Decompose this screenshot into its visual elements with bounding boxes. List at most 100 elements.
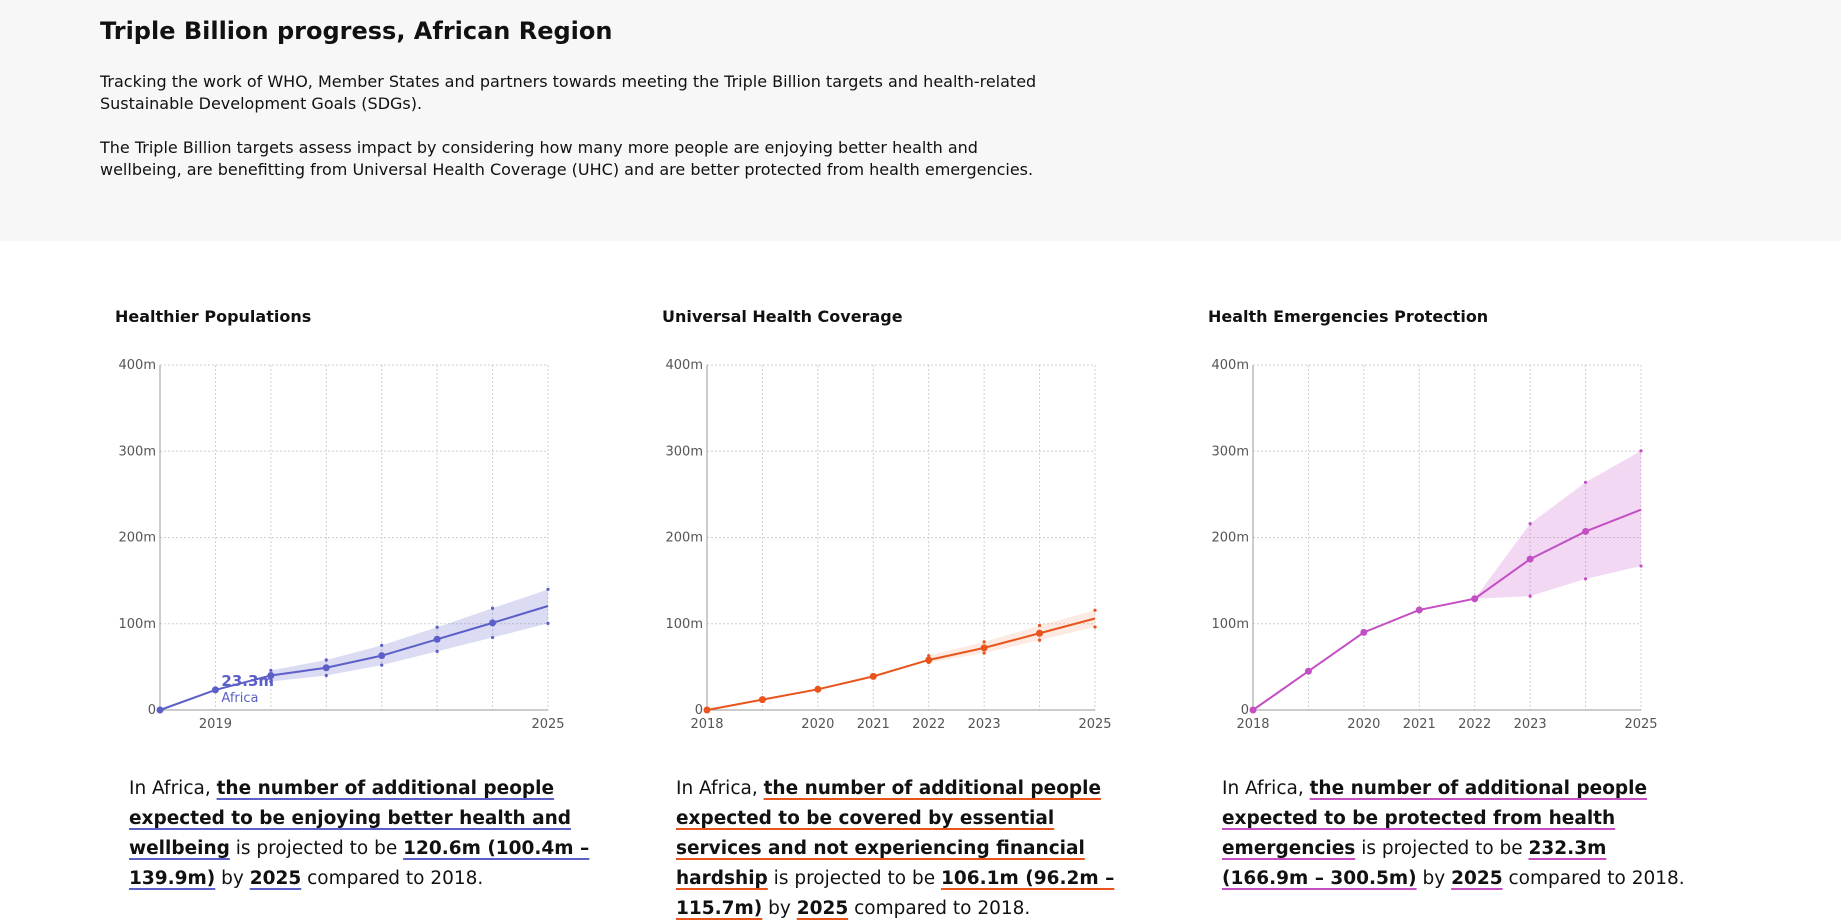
data-point	[758, 696, 766, 704]
data-point	[1415, 606, 1423, 614]
y-tick-label: 200m	[119, 531, 156, 546]
y-tick-label: 300m	[119, 444, 156, 459]
x-tick-label: 2018	[1236, 717, 1269, 732]
x-tick-label: 2021	[1403, 717, 1436, 732]
y-tick-label: 300m	[666, 444, 703, 459]
data-point	[1360, 628, 1368, 636]
upper-bound-marker	[982, 640, 986, 644]
series-line	[706, 617, 1096, 711]
summary-suffix: compared to 2018.	[848, 898, 1031, 919]
x-tick-label: 2020	[1347, 717, 1380, 732]
summary-metric-link[interactable]: the number of additional people expected…	[1222, 778, 1648, 859]
x-tick-label: 2022	[1458, 717, 1491, 732]
data-point	[703, 706, 711, 714]
data-point	[433, 635, 441, 643]
upper-bound-marker	[435, 625, 439, 629]
upper-bound-marker	[1037, 623, 1042, 628]
upper-bound-marker	[490, 606, 495, 610]
summary-prefix: In Africa,	[1222, 778, 1310, 799]
summary-text: by	[762, 898, 797, 919]
data-point	[1582, 527, 1590, 535]
summary-text: by	[215, 868, 250, 889]
series-annotation: Africa	[221, 691, 258, 706]
summary-metric-link[interactable]: the number of additional people expected…	[676, 778, 1102, 889]
data-point	[980, 644, 988, 652]
uncertainty-band	[928, 610, 1095, 663]
upper-bound-marker	[380, 643, 384, 647]
lower-bound-marker	[1037, 638, 1042, 642]
data-point	[378, 652, 386, 660]
data-point	[489, 619, 497, 627]
summary-text: is projected to be	[229, 838, 404, 859]
lower-bound-marker	[546, 621, 550, 626]
lower-bound-marker	[982, 651, 986, 655]
x-tick-label: 2023	[1514, 717, 1547, 732]
lower-bound-marker	[1528, 594, 1532, 598]
universal-health-coverage-chart: 0 100m 200m 300m 400m 2018 2020 2021 2022 2023 202…	[666, 358, 1112, 732]
summary-value-link[interactable]: 120.6m (100.4m – 139.9m)	[129, 838, 590, 889]
y-tick-label: 200m	[666, 531, 703, 546]
upper-bound-marker	[1093, 608, 1097, 612]
summary-prefix: In Africa,	[676, 778, 764, 799]
upper-bound-marker	[1639, 449, 1643, 453]
lower-bound-marker	[1093, 625, 1097, 629]
summary-suffix: compared to 2018.	[1502, 868, 1685, 889]
x-tick-label: 2018	[690, 717, 723, 732]
panel-title-healthier-populations: Healthier Populations	[115, 307, 312, 326]
panel-title-health-emergencies-protection: Health Emergencies Protection	[1208, 307, 1489, 326]
summary-text: by	[1416, 868, 1452, 889]
summary-metric-link[interactable]: the number of additional people expected…	[129, 778, 572, 859]
x-tick-label: 2025	[1624, 717, 1657, 732]
y-tick-label: 100m	[1212, 617, 1249, 632]
intro-paragraph: Tracking the work of WHO, Member States …	[100, 72, 1037, 113]
lower-bound-marker	[324, 673, 328, 678]
y-tick-label: 0	[1241, 703, 1249, 718]
x-tick-label: 2019	[199, 717, 232, 732]
x-tick-label: 2022	[912, 717, 945, 732]
y-tick-label: 100m	[119, 617, 156, 632]
health-emergencies-protection-chart: 0 100m 200m 300m 400m 2018 2020 2021 2022 2023 202…	[1212, 358, 1658, 732]
y-tick-label: 200m	[1212, 531, 1249, 546]
x-tick-label: 2021	[857, 717, 890, 732]
summary-year-link[interactable]: 2025	[796, 898, 849, 919]
series-line	[159, 605, 549, 711]
data-point	[322, 664, 330, 672]
data-point	[267, 672, 275, 679]
y-tick-label: 0	[695, 703, 703, 718]
y-tick-label: 0	[148, 703, 156, 718]
y-tick-label: 400m	[666, 358, 703, 373]
value-annotation: 23.3m	[221, 672, 274, 690]
page-header: Triple Billion progress, African Region …	[0, 0, 1841, 241]
lower-bound-marker	[1639, 564, 1643, 568]
data-point	[925, 656, 933, 664]
summary-year-link[interactable]: 2025	[249, 868, 302, 889]
universal-health-coverage-summary: In Africa, the number of additional peop…	[676, 774, 1146, 924]
upper-bound-marker	[546, 587, 550, 591]
summary-value-link[interactable]: 232.3m (166.9m – 300.5m)	[1222, 838, 1607, 889]
data-point	[1249, 706, 1257, 714]
panel-title-universal-health-coverage: Universal Health Coverage	[662, 307, 903, 326]
x-tick-label: 2023	[968, 717, 1001, 732]
data-point	[1036, 629, 1044, 637]
y-tick-label: 400m	[119, 358, 156, 373]
lower-bound-marker	[1583, 577, 1588, 581]
x-tick-label: 2020	[801, 717, 834, 732]
series-line	[1252, 508, 1642, 711]
summary-text: is projected to be	[767, 868, 942, 889]
lower-bound-marker	[269, 679, 273, 684]
summary-text: is projected to be	[1355, 838, 1529, 859]
data-point	[1304, 667, 1312, 675]
data-point	[211, 686, 219, 694]
uncertainty-band	[1474, 450, 1641, 599]
lower-bound-marker	[380, 663, 384, 667]
page-title: Triple Billion progress, African Region	[100, 17, 613, 45]
data-point	[156, 706, 164, 714]
y-tick-label: 300m	[1212, 444, 1249, 459]
lower-bound-marker	[490, 635, 495, 640]
x-tick-label: 2025	[531, 717, 564, 732]
healthier-populations-summary: In Africa, the number of additional peop…	[129, 774, 599, 894]
summary-year-link[interactable]: 2025	[1451, 868, 1503, 889]
y-tick-label: 100m	[666, 617, 703, 632]
upper-bound-marker	[1528, 522, 1532, 526]
